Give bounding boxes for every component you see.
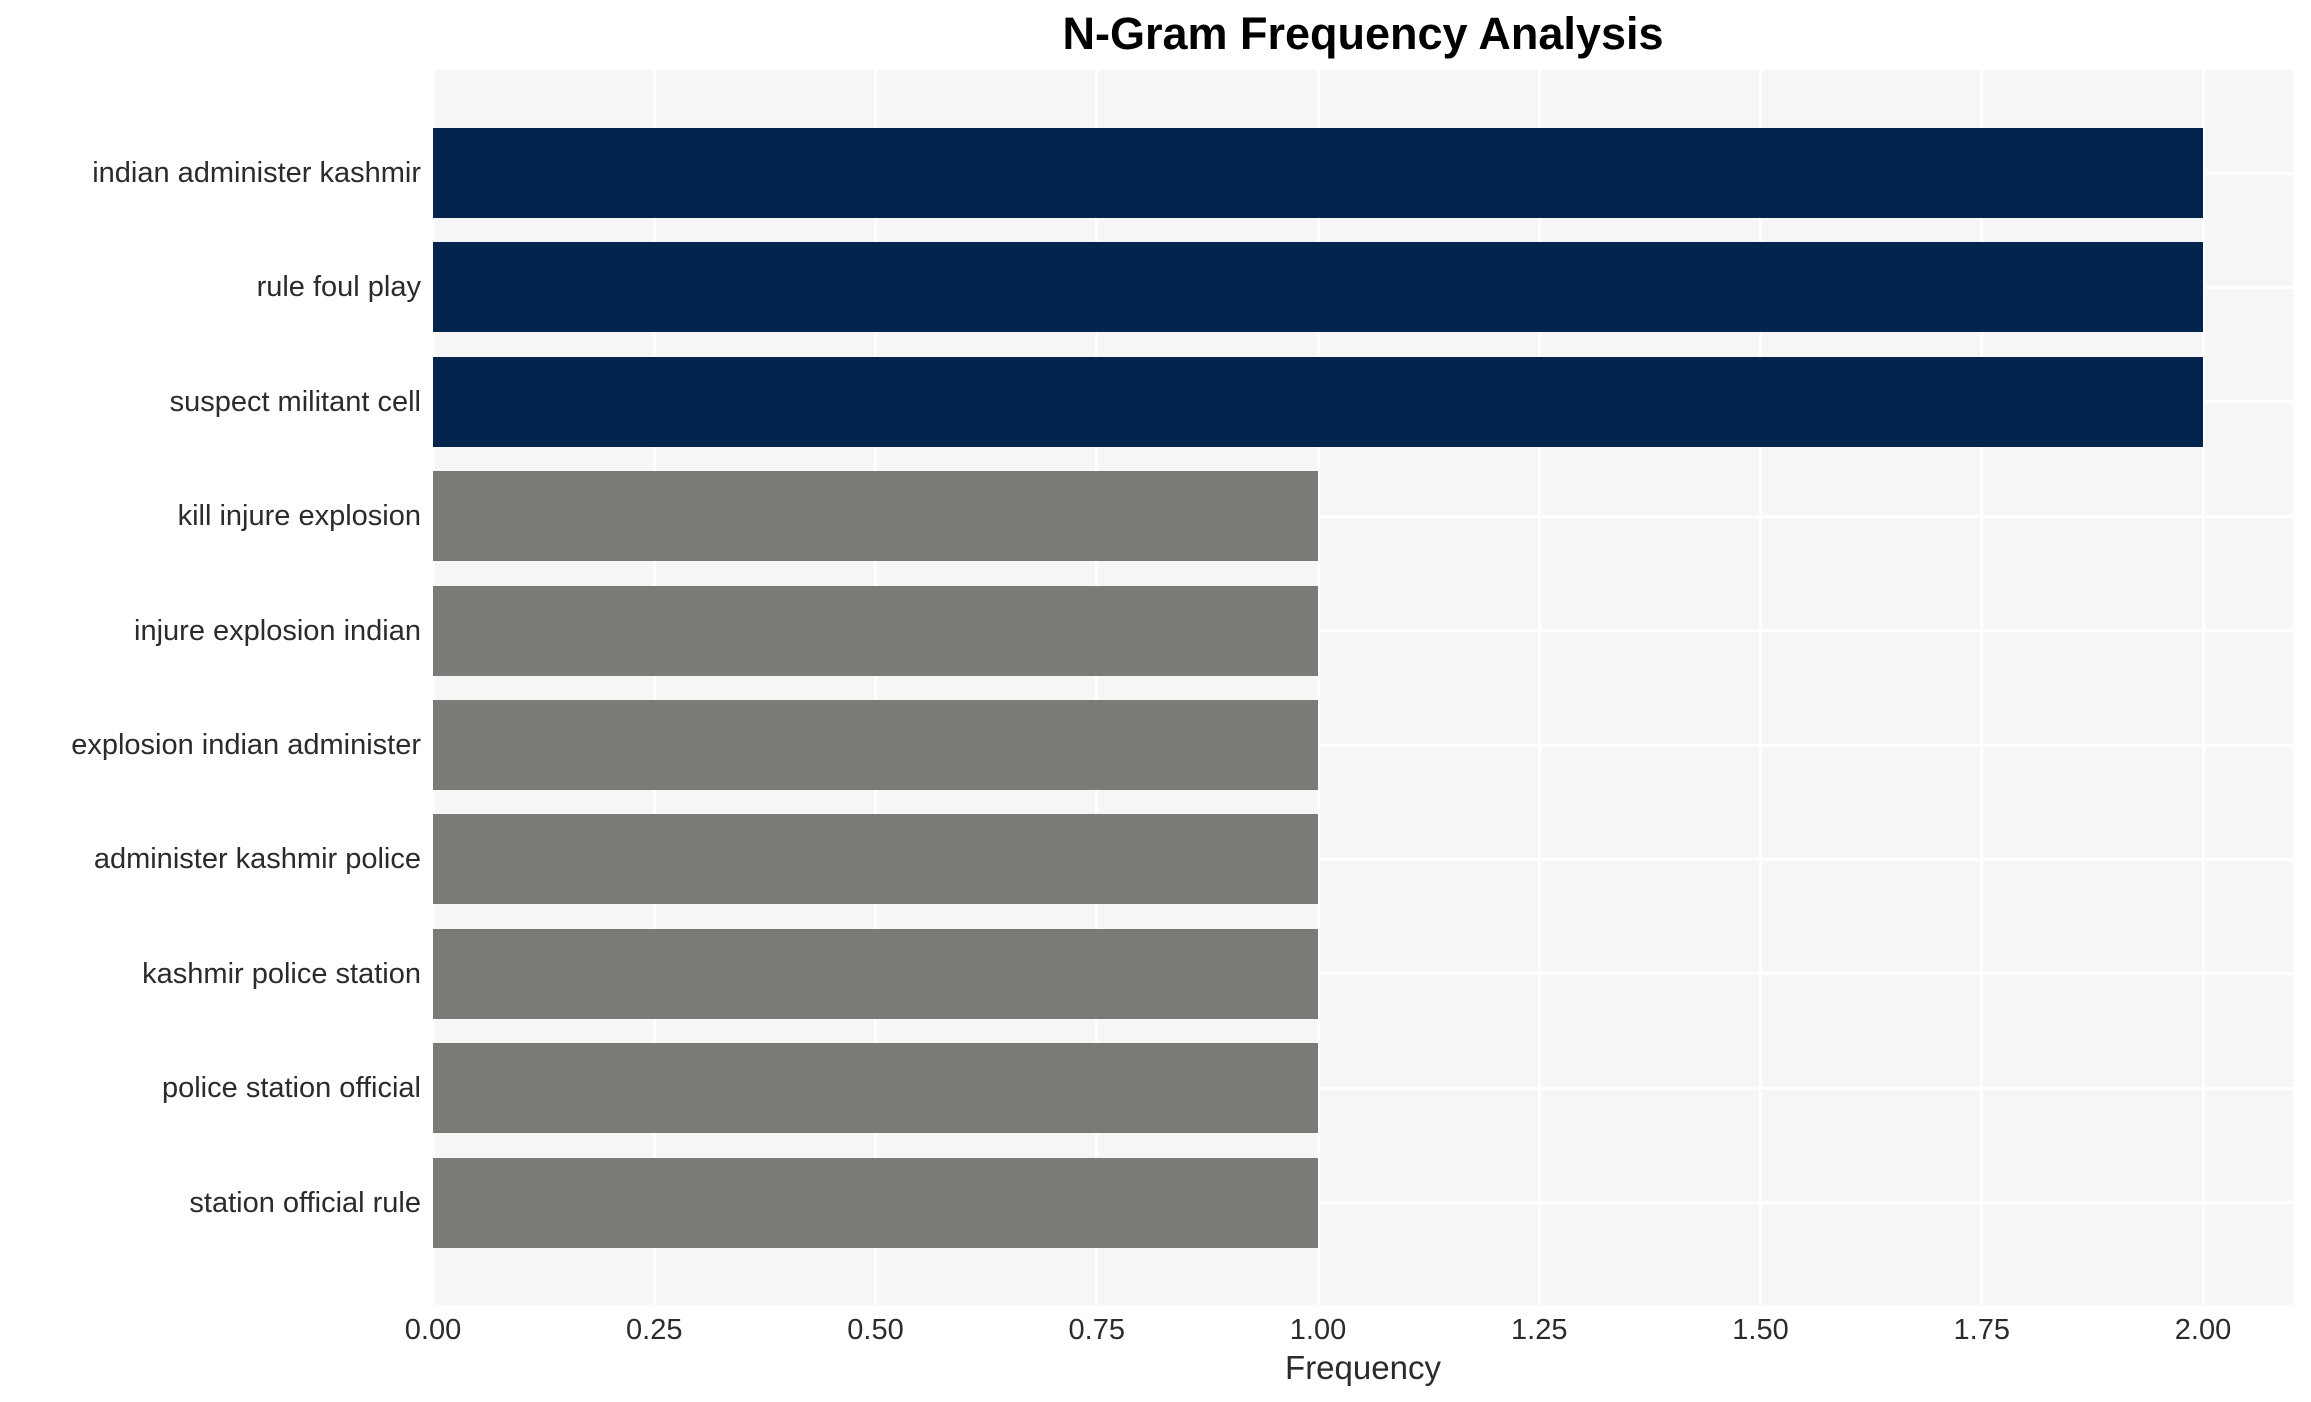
y-tick-label: station official rule xyxy=(189,1186,421,1219)
x-gridline xyxy=(1095,70,1099,1305)
x-tick-label: 0.00 xyxy=(404,1314,462,1346)
x-tick-label: 0.50 xyxy=(847,1314,904,1346)
x-tick-label: 2.00 xyxy=(2174,1314,2232,1346)
y-gridline xyxy=(433,629,2293,633)
x-gridline xyxy=(2201,70,2205,1305)
x-gridline xyxy=(652,70,656,1305)
chart-title: N-Gram Frequency Analysis xyxy=(1062,8,1664,59)
y-tick-label: injure explosion indian xyxy=(134,614,421,647)
y-tick-label: suspect militant cell xyxy=(169,385,421,418)
x-gridline xyxy=(1537,70,1541,1305)
x-gridline xyxy=(1759,70,1762,1305)
y-gridline xyxy=(433,1086,2293,1090)
x-gridline xyxy=(874,70,877,1305)
bar-rule-foul-play xyxy=(433,242,2203,333)
x-tick-label: 1.00 xyxy=(1289,1314,1347,1346)
x-tick-label: 1.25 xyxy=(1511,1314,1568,1346)
x-tick-label: 1.50 xyxy=(1732,1314,1789,1346)
plot-area xyxy=(433,70,2293,1305)
bar-kill-injure-explosion xyxy=(433,471,1318,562)
x-axis-title: Frequency xyxy=(1285,1349,1441,1386)
bar-administer-kashmir-police xyxy=(433,814,1318,905)
bar-station-official-rule xyxy=(433,1157,1318,1248)
y-tick-label: kill injure explosion xyxy=(177,500,421,533)
x-gridline xyxy=(1980,70,1984,1305)
bar-explosion-indian-administer xyxy=(433,700,1318,790)
x-gridline xyxy=(433,70,435,1305)
x-tick-label: 0.25 xyxy=(626,1314,683,1346)
bar-injure-explosion-indian xyxy=(433,585,1318,676)
y-tick-label: administer kashmir police xyxy=(93,843,421,876)
y-tick-label: police station official xyxy=(161,1072,421,1105)
bar-kashmir-police-station xyxy=(433,928,1318,1019)
y-tick-label: kashmir police station xyxy=(142,957,421,990)
y-tick-label: explosion indian administer xyxy=(71,729,421,761)
bar-indian-administer-kashmir xyxy=(433,128,2203,218)
y-tick-label: rule foul play xyxy=(256,271,421,304)
bar-police-station-official xyxy=(433,1043,1318,1134)
y-gridline xyxy=(433,857,2293,861)
y-gridline xyxy=(433,972,2293,976)
x-tick-label: 1.75 xyxy=(1953,1314,2010,1346)
x-tick-label: 0.75 xyxy=(1068,1314,1125,1346)
bar-suspect-militant-cell xyxy=(433,356,2203,447)
y-gridline xyxy=(433,743,2293,747)
x-gridline xyxy=(1316,70,1320,1305)
y-gridline xyxy=(433,1201,2293,1205)
y-gridline xyxy=(433,514,2293,518)
y-tick-label: indian administer kashmir xyxy=(92,157,421,189)
